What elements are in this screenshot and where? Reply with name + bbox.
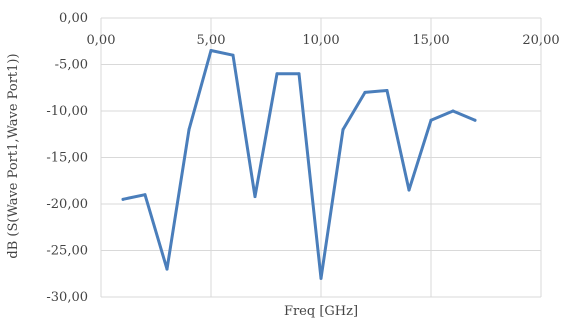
x-tick-label: 10,00: [302, 33, 339, 48]
data-point: [407, 188, 411, 192]
x-tick-label: 5,00: [197, 33, 226, 48]
y-tick-label: -20,00: [46, 197, 88, 212]
data-point: [363, 90, 367, 94]
series-line-0: [121, 49, 477, 280]
data-point: [143, 193, 147, 197]
data-point: [209, 49, 213, 53]
data-point: [341, 128, 345, 132]
y-axis-tick-labels: 0,00 -5,00 -10,00 -15,00 -20,00 -25,00 -30,00: [46, 11, 88, 305]
x-tick-label: 20,00: [522, 33, 559, 48]
data-point: [231, 53, 235, 57]
data-point: [385, 89, 389, 93]
data-point: [275, 72, 279, 76]
y-tick-label: 0,00: [59, 11, 88, 26]
y-tick-label: -25,00: [46, 244, 88, 259]
data-point: [473, 118, 477, 122]
x-tick-label: 0,00: [87, 33, 116, 48]
data-point: [429, 118, 433, 122]
series-layer: [121, 49, 477, 280]
data-point: [253, 195, 257, 199]
data-point: [121, 197, 125, 201]
y-axis-title: dB (S(Wave Port1,Wave Port1)): [6, 53, 21, 258]
y-tick-label: -5,00: [55, 58, 88, 73]
gridlines: [100, 17, 542, 298]
data-point: [451, 109, 455, 113]
data-point: [297, 72, 301, 76]
x-tick-label: 15,00: [412, 33, 449, 48]
y-tick-label: -15,00: [46, 151, 88, 166]
x-axis-title: Freq [GHz]: [284, 304, 358, 319]
data-point: [165, 267, 169, 271]
x-axis-tick-labels: 0,00 5,00 10,00 15,00 20,00: [87, 33, 560, 48]
data-point: [319, 276, 323, 280]
y-tick-label: -30,00: [46, 290, 88, 305]
y-tick-label: -10,00: [46, 104, 88, 119]
data-point: [187, 128, 191, 132]
